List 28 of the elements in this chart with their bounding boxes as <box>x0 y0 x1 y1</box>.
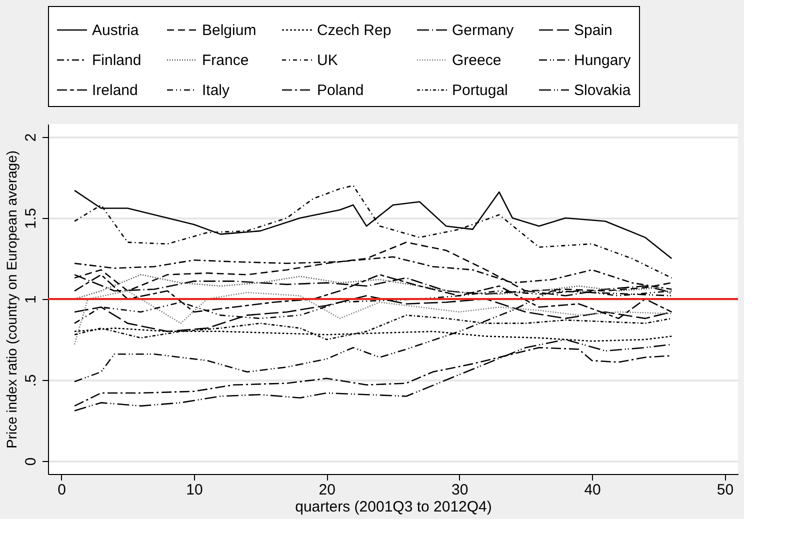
legend-label: Spain <box>574 22 612 39</box>
legend-label: Poland <box>317 82 364 99</box>
y-tick-label: 1.5 <box>22 208 40 229</box>
y-axis-title: Price index ratio (country on European average) <box>4 150 20 449</box>
legend-label: Portugal <box>452 82 508 99</box>
x-tick-label: 50 <box>716 482 734 498</box>
legend-label: Austria <box>92 22 140 39</box>
y-tick-label: 0 <box>22 457 40 466</box>
legend-label: UK <box>317 52 338 69</box>
x-tick-label: 0 <box>58 482 66 498</box>
legend-label: Ireland <box>92 82 138 99</box>
x-axis-title: quarters (2001Q3 to 2012Q4) <box>295 498 492 516</box>
legend-label: Belgium <box>202 22 256 39</box>
legend-label: Hungary <box>574 52 632 69</box>
y-tick-label: 1 <box>22 295 40 304</box>
legend-label: Germany <box>452 22 514 39</box>
x-tick-label: 40 <box>584 482 601 498</box>
legend-label: Finland <box>92 52 142 69</box>
x-tick-label: 10 <box>186 482 203 498</box>
x-tick-label: 30 <box>452 482 468 498</box>
x-tick-label: 20 <box>318 482 336 498</box>
legend-label: Czech Rep <box>317 22 392 39</box>
y-tick-label: .5 <box>22 374 40 387</box>
legend-label: Greece <box>452 52 502 69</box>
legend-label: Italy <box>202 82 230 99</box>
legend-label: Slovakia <box>574 82 632 99</box>
y-tick-label: 2 <box>22 133 40 142</box>
legend-label: France <box>202 52 249 69</box>
